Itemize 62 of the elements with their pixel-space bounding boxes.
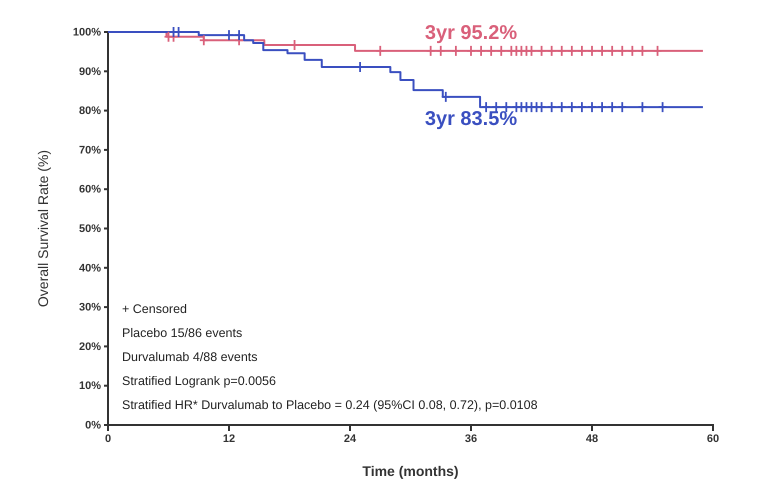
x-tick-label: 24 [344,432,357,445]
annotation: Stratified Logrank p=0.0056 [122,374,276,388]
point [607,44,618,57]
y-tick-label: 80% [78,105,102,118]
point [224,29,234,42]
point [638,44,648,57]
y-tick-label: 10% [78,380,102,392]
x-tick-label: 60 [706,432,720,445]
point [587,44,597,57]
point [536,101,546,113]
point [526,44,536,57]
point [436,44,446,57]
point [486,44,496,57]
annotation: Durvalumab 4/88 events [122,350,258,364]
y-tick-label: 100% [72,26,102,39]
point [546,101,557,113]
y-axis-title: Overall Survival Rate (%) [35,150,51,308]
point [466,44,476,57]
point [476,44,486,57]
annotation: 3yr 83.5% [424,108,518,130]
point [556,44,567,57]
point [607,101,618,113]
y-tick-label: 70% [78,144,102,156]
point [426,44,436,57]
point [556,101,567,113]
x-tick-label: 12 [222,432,236,445]
point [496,44,506,57]
annotation: + Censored [122,302,188,316]
y-tick-label: 50% [78,223,102,236]
y-tick-label: 20% [78,340,102,353]
x-tick-label: 0 [104,432,112,445]
y-tick-label: 30% [78,302,102,314]
point [638,101,648,113]
point [617,44,628,57]
point [627,44,638,57]
annotation: Stratified HR* Durvalumab to Placebo = 0.24 (95%CI 0.08, 0.72), p=0.0108 [122,398,538,412]
point [546,44,557,57]
annotation: Placebo 15/86 events [122,326,242,340]
y-tick-label: 40% [78,262,102,274]
point [536,44,546,57]
point [234,29,244,42]
y-tick-label: 90% [78,66,102,78]
point [566,101,577,113]
point [375,44,386,57]
point [198,34,209,46]
annotation: 3yr 95.2% [424,22,518,44]
x-tick-label: 36 [464,432,478,445]
point [617,101,628,113]
x-axis-title: Time (months) [362,463,459,479]
point [450,44,461,57]
point [440,90,451,103]
x-tick-label: 48 [586,432,598,445]
point [597,44,607,57]
point [597,101,607,113]
point [577,101,587,113]
y-tick-label: 60% [78,184,102,196]
point [652,44,662,57]
point [587,101,597,113]
point [577,44,587,57]
y-tick-label: 0% [85,420,102,432]
point [566,44,577,57]
point [658,101,668,113]
